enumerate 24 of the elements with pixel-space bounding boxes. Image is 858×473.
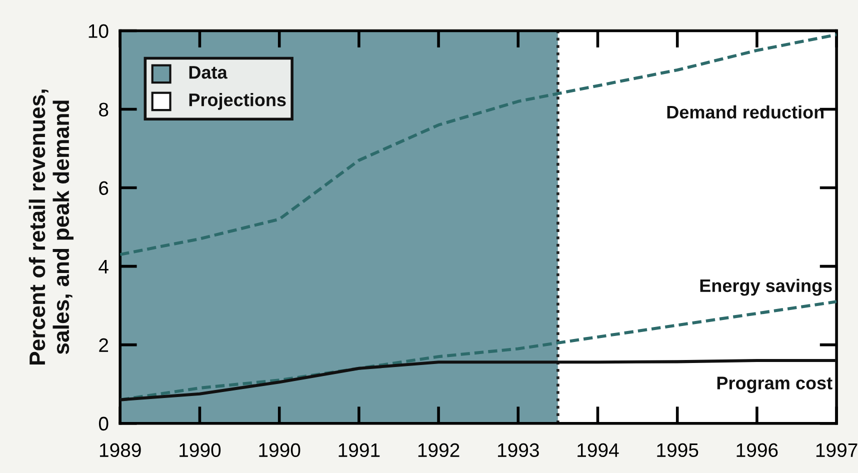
x-tick-label: 1996 [736,443,778,458]
y-tick-label: 0 [98,416,108,431]
y-axis-title: Percent of retail revenues, sales, and peak demand [28,90,74,364]
series-label: Demand reduction [667,105,824,119]
series-label: Energy savings [700,278,832,296]
x-tick-label: 1990 [259,443,300,458]
y-tick-label: 8 [99,102,108,116]
x-tick-label: 1994 [578,443,619,458]
x-tick-label: 1993 [498,443,539,458]
annotation: Data [189,66,228,79]
x-tick-label: 1989 [100,443,141,458]
x-tick-label: 1991 [338,443,380,458]
annotation: Projections [189,92,286,110]
line-series [120,358,837,402]
y-tick-label: 6 [99,181,108,196]
y-tick-label: 10 [88,24,108,38]
series-label: Program cost [717,376,832,394]
x-tick-label: 1990 [180,443,221,458]
x-tick-label: 1995 [657,443,698,458]
x-tick-label: 1997 [816,443,858,458]
x-tick-label: 1992 [418,443,460,458]
y-tick-label: 4 [98,260,108,274]
line-series [120,33,837,256]
y-tick-label: 2 [99,338,108,352]
